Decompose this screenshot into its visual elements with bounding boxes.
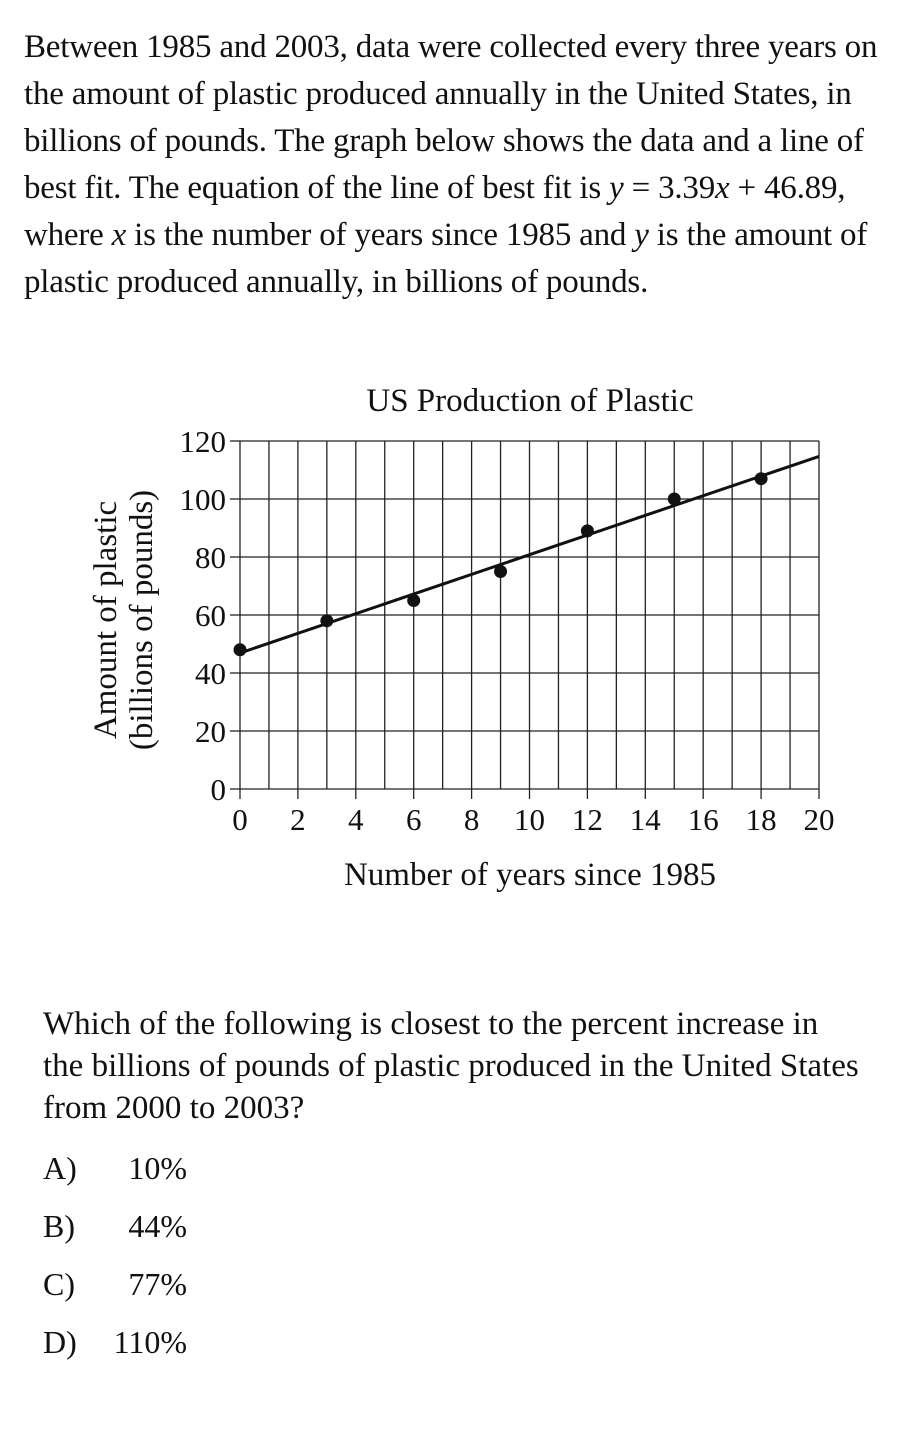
choice-label: D) bbox=[43, 1324, 77, 1360]
choice-label: C) bbox=[43, 1266, 75, 1302]
x-tick-label: 2 bbox=[290, 802, 306, 837]
x-tick-label: 20 bbox=[804, 802, 835, 837]
y-axis-label-line2: (billions of pounds) bbox=[124, 490, 160, 750]
choice-label: A) bbox=[43, 1150, 77, 1186]
problem-statement: Between 1985 and 2003, data were collect… bbox=[24, 24, 890, 306]
intro-text-2: is the number of years since 1985 and bbox=[126, 217, 635, 253]
x-tick-label: 6 bbox=[406, 802, 422, 837]
x-variable: x bbox=[111, 217, 127, 253]
choice-value: 77% bbox=[128, 1266, 187, 1302]
chart-title: US Production of Plastic bbox=[366, 383, 693, 419]
equation-end: + 46.89, where bbox=[24, 170, 846, 253]
choice-value: 110% bbox=[113, 1324, 187, 1360]
answer-choices: A) 10% B) 44% C) 77% D) 110% bbox=[43, 1150, 187, 1382]
data-point bbox=[320, 614, 334, 628]
choice-a[interactable]: A) 10% bbox=[43, 1150, 187, 1208]
y-tick-label: 0 bbox=[211, 772, 227, 807]
x-tick-label: 16 bbox=[688, 802, 719, 837]
intro-text-1: Between 1985 and 2003, data were collect… bbox=[24, 29, 878, 206]
scatter-chart: US Production of Plastic 020406080100120… bbox=[88, 383, 835, 893]
x-tick-label: 4 bbox=[348, 802, 364, 837]
x-tick-label: 18 bbox=[746, 802, 777, 837]
choice-value: 10% bbox=[128, 1150, 187, 1186]
chart-ticks: 0 20 40 60 80 100 120 0 2 4 6 8 10 12 14 16 18 20 bbox=[180, 424, 835, 837]
choice-c[interactable]: C) 77% bbox=[43, 1266, 187, 1324]
x-tick-label: 14 bbox=[630, 802, 662, 837]
equation-y-var: y bbox=[609, 170, 624, 206]
y-axis-label-line1: Amount of plastic bbox=[88, 501, 124, 739]
choice-value: 44% bbox=[128, 1208, 187, 1244]
y-tick-label: 80 bbox=[195, 540, 226, 575]
y-tick-label: 120 bbox=[180, 424, 227, 459]
x-tick-label: 0 bbox=[232, 802, 248, 837]
y-tick-label: 20 bbox=[195, 714, 226, 749]
data-point bbox=[494, 565, 508, 578]
data-point bbox=[580, 524, 594, 538]
y-tick-label: 100 bbox=[180, 482, 227, 517]
x-tick-label: 10 bbox=[514, 802, 545, 837]
y-tick-label: 60 bbox=[195, 598, 226, 633]
equation-x-var: x bbox=[715, 170, 730, 206]
x-tick-label: 8 bbox=[464, 802, 480, 837]
equation-middle: = 3.39 bbox=[623, 170, 716, 206]
choice-label: B) bbox=[43, 1208, 75, 1244]
data-points bbox=[233, 472, 768, 657]
y-tick-label: 40 bbox=[195, 656, 226, 691]
choice-b[interactable]: B) 44% bbox=[43, 1208, 187, 1266]
y-variable: y bbox=[634, 217, 649, 253]
data-point bbox=[667, 492, 681, 506]
x-axis-label: Number of years since 1985 bbox=[344, 857, 716, 893]
data-point bbox=[233, 643, 247, 657]
best-fit-line bbox=[239, 454, 820, 655]
choice-d[interactable]: D) 110% bbox=[43, 1324, 187, 1382]
intro-text-3: is the amount of plastic produced annual… bbox=[24, 217, 868, 300]
x-tick-label: 12 bbox=[572, 802, 603, 837]
question-text: Which of the following is closest to the… bbox=[43, 1006, 859, 1126]
best-fit-line-group bbox=[239, 454, 820, 655]
data-point bbox=[754, 472, 768, 486]
data-point bbox=[407, 594, 421, 607]
